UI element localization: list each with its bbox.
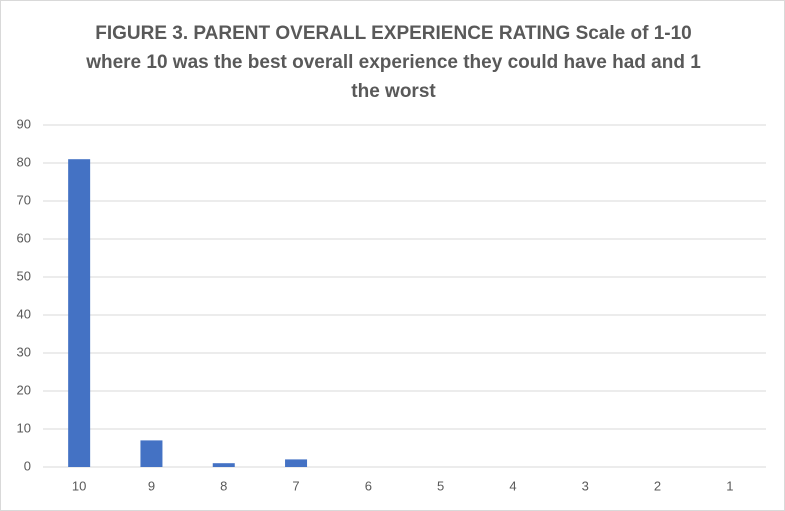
bar: [140, 440, 163, 467]
y-tick-label: 0: [24, 458, 31, 473]
x-tick-label: 1: [726, 478, 733, 493]
x-tick-label: 3: [582, 478, 589, 493]
y-tick-label: 20: [17, 382, 31, 397]
bar: [212, 463, 235, 467]
x-tick-label: 6: [365, 478, 372, 493]
x-tick-label: 8: [220, 478, 227, 493]
y-tick-label: 50: [17, 268, 31, 283]
y-tick-label: 60: [17, 230, 31, 245]
chart-title: FIGURE 3. PARENT OVERALL EXPERIENCE RATI…: [86, 23, 701, 102]
x-tick-label: 9: [148, 478, 155, 493]
bar: [68, 159, 91, 467]
bar: [285, 459, 308, 467]
x-tick-label: 7: [292, 478, 299, 493]
y-tick-label: 10: [17, 420, 31, 435]
y-tick-label: 40: [17, 306, 31, 321]
y-tick-label: 30: [17, 344, 31, 359]
y-tick-label: 70: [17, 192, 31, 207]
y-tick-label: 90: [17, 116, 31, 131]
x-tick-label: 5: [437, 478, 444, 493]
x-tick-label: 2: [654, 478, 661, 493]
y-tick-label: 80: [17, 154, 31, 169]
x-tick-label: 4: [509, 478, 516, 493]
x-tick-label: 10: [72, 478, 86, 493]
